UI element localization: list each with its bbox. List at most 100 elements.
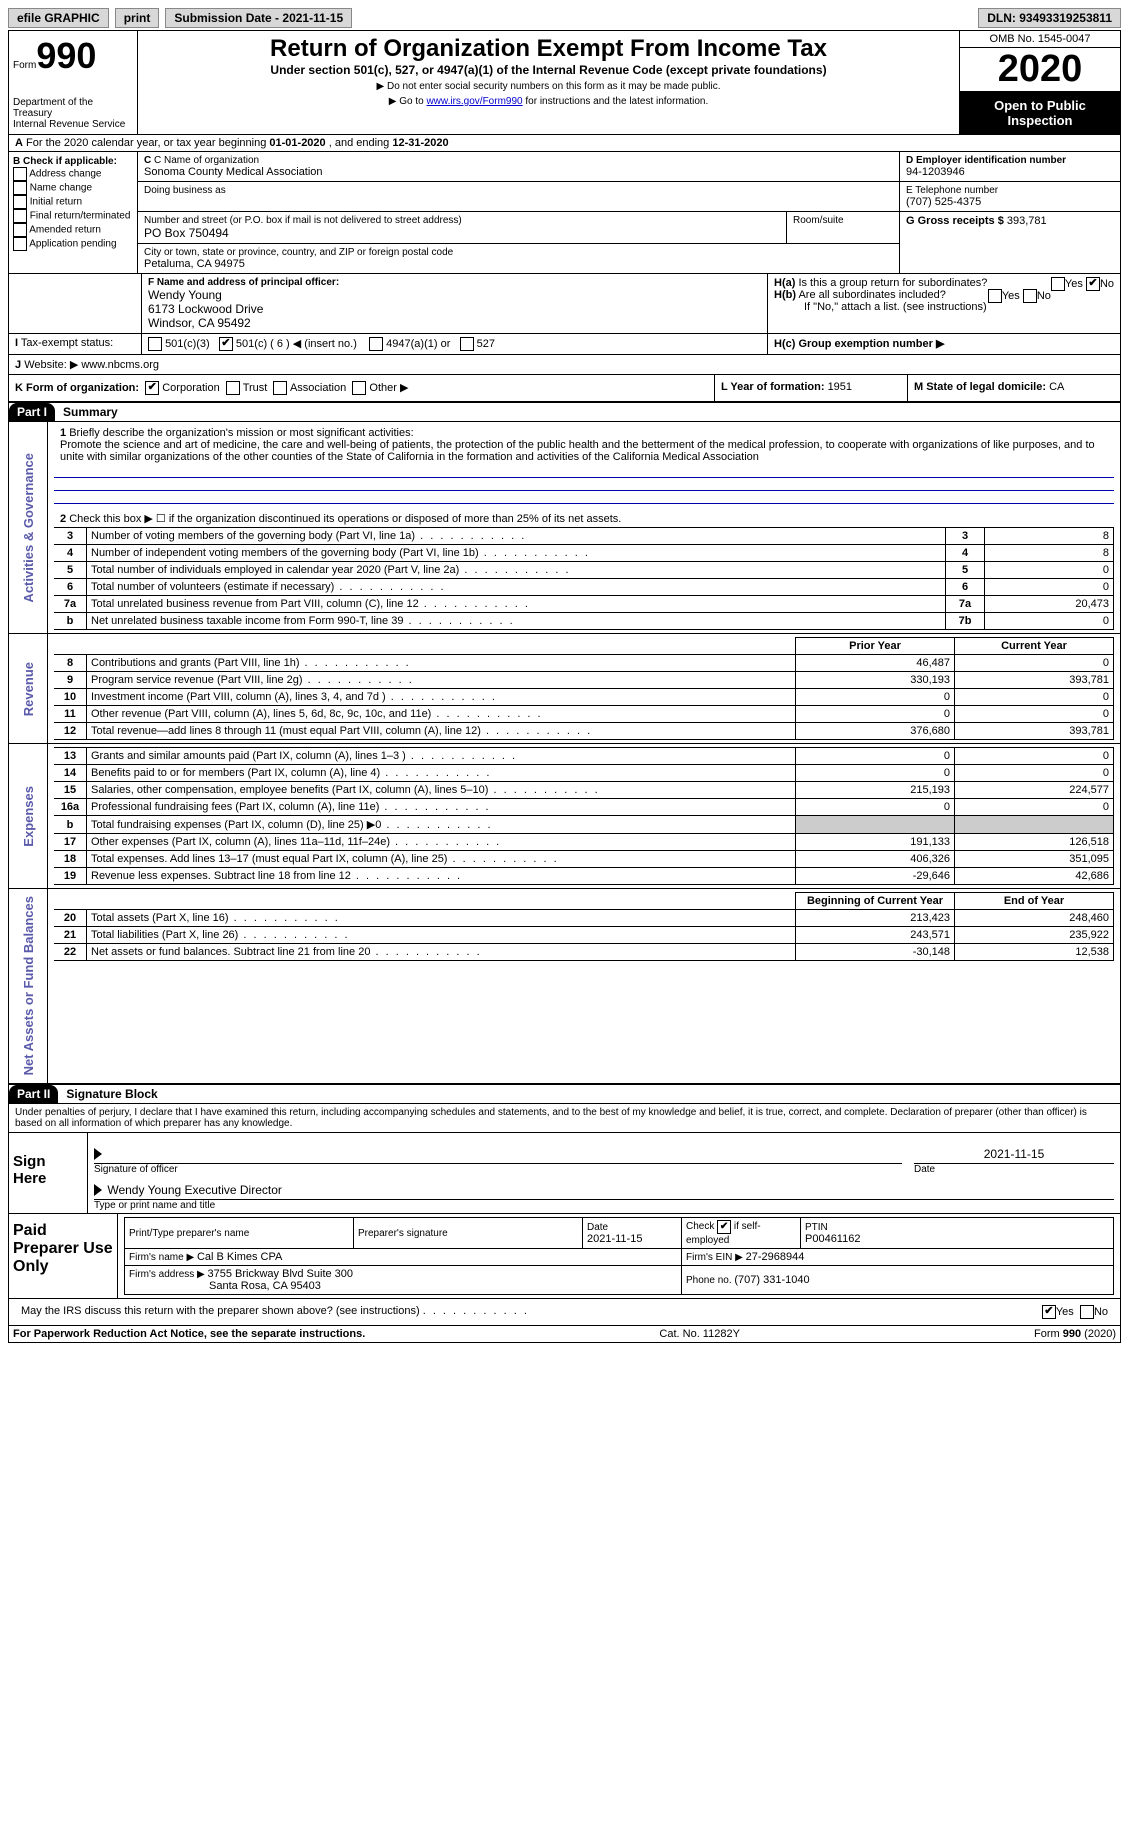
firm-ein: 27-2968944 <box>746 1251 805 1263</box>
box-b-option: Address change <box>13 167 133 181</box>
top-controls: efile GRAPHIC print Submission Date - 20… <box>8 8 1121 28</box>
state-domicile: CA <box>1049 381 1064 393</box>
table-row: 5Total number of individuals employed in… <box>54 562 1114 579</box>
officer-addr2: Windsor, CA 95492 <box>148 316 761 330</box>
table-row: 21Total liabilities (Part X, line 26)243… <box>54 927 1114 944</box>
part2-title: Signature Block <box>58 1085 165 1103</box>
form-label: Form <box>13 60 36 71</box>
identification-block: B Check if applicable: Address change Na… <box>9 152 1120 274</box>
table-row: 18Total expenses. Add lines 13–17 (must … <box>54 851 1114 868</box>
table-row: 7aTotal unrelated business revenue from … <box>54 596 1114 613</box>
sign-here-label: Sign Here <box>9 1133 88 1213</box>
officer-printed-name: Wendy Young Executive Director <box>107 1183 282 1197</box>
table-header-row: Prior YearCurrent Year <box>54 638 1114 655</box>
dln: DLN: 93493319253811 <box>978 8 1121 28</box>
table-header-row: Beginning of Current YearEnd of Year <box>54 893 1114 910</box>
side-label-ag: Activities & Governance <box>19 449 38 607</box>
form-number: 990 <box>36 35 96 76</box>
ptin-value: P00461162 <box>805 1233 860 1245</box>
table-row: 3Number of voting members of the governi… <box>54 528 1114 545</box>
table-row: 12Total revenue—add lines 8 through 11 (… <box>54 723 1114 740</box>
omb-number: OMB No. 1545-0047 <box>960 31 1120 48</box>
org-address: PO Box 750494 <box>144 226 780 240</box>
form-header: Form990 Department of the Treasury Inter… <box>9 31 1120 135</box>
row-i: I Tax-exempt status: 501(c)(3) 501(c) ( … <box>9 334 1120 355</box>
box-b-option: Final return/terminated <box>13 209 133 223</box>
preparer-date: 2021-11-15 <box>587 1233 642 1245</box>
table-row: 19Revenue less expenses. Subtract line 1… <box>54 868 1114 885</box>
firm-name: Cal B Kimes CPA <box>197 1251 282 1263</box>
part2-header: Part II Signature Block <box>9 1084 1120 1104</box>
firm-phone: (707) 331-1040 <box>734 1274 809 1286</box>
table-row: 6Total number of volunteers (estimate if… <box>54 579 1114 596</box>
mission-label: Briefly describe the organization's miss… <box>69 427 413 439</box>
table-row: bTotal fundraising expenses (Part IX, co… <box>54 816 1114 834</box>
table-row: 13Grants and similar amounts paid (Part … <box>54 748 1114 765</box>
signature-block: Sign Here Signature of officer 2021-11-1… <box>9 1132 1120 1213</box>
table-row: 14Benefits paid to or for members (Part … <box>54 765 1114 782</box>
netassets-table: Beginning of Current YearEnd of Year20To… <box>54 892 1114 961</box>
row-klm: K Form of organization: Corporation Trus… <box>9 375 1120 402</box>
sig-officer-label: Signature of officer <box>94 1164 902 1175</box>
expenses-section: Expenses 13Grants and similar amounts pa… <box>9 743 1120 888</box>
ein-value: 94-1203946 <box>906 166 1114 178</box>
box-b: B Check if applicable: Address change Na… <box>9 152 138 273</box>
table-row: 17Other expenses (Part IX, column (A), l… <box>54 834 1114 851</box>
form-container: Form990 Department of the Treasury Inter… <box>8 30 1121 1343</box>
addr-label: Number and street (or P.O. box if mail i… <box>144 215 780 226</box>
h-c-label: H(c) Group exemption number ▶ <box>774 338 944 350</box>
tax-year: 2020 <box>960 48 1120 92</box>
box-b-option: Name change <box>13 181 133 195</box>
officer-name: Wendy Young <box>148 288 761 302</box>
org-name: Sonoma County Medical Association <box>144 166 893 178</box>
pra-notice: For Paperwork Reduction Act Notice, see … <box>13 1328 365 1340</box>
ssn-warning: Do not enter social security numbers on … <box>146 81 951 92</box>
table-row: bNet unrelated business taxable income f… <box>54 613 1114 630</box>
h-note: If "No," attach a list. (see instruction… <box>774 301 1114 313</box>
instructions-link[interactable]: www.irs.gov/Form990 <box>426 96 522 107</box>
dba-label: Doing business as <box>144 185 893 196</box>
expenses-table: 13Grants and similar amounts paid (Part … <box>54 747 1114 885</box>
table-row: 8Contributions and grants (Part VIII, li… <box>54 655 1114 672</box>
print-button[interactable]: print <box>115 8 160 28</box>
box-b-option: Amended return <box>13 223 133 237</box>
form-title: Return of Organization Exempt From Incom… <box>146 35 951 63</box>
date-label: Date <box>914 1164 1114 1175</box>
table-row: 10Investment income (Part VIII, column (… <box>54 689 1114 706</box>
firm-addr2: Santa Rosa, CA 95403 <box>129 1280 321 1292</box>
table-row: 20Total assets (Part X, line 16)213,4232… <box>54 910 1114 927</box>
revenue-table: Prior YearCurrent Year8Contributions and… <box>54 637 1114 740</box>
dept-irs: Internal Revenue Service <box>13 119 133 130</box>
gross-value: 393,781 <box>1007 215 1047 227</box>
part1-badge: Part I <box>9 403 55 421</box>
netassets-section: Net Assets or Fund Balances Beginning of… <box>9 888 1120 1083</box>
side-label-exp: Expenses <box>19 782 38 851</box>
phone-value: (707) 525-4375 <box>906 196 1114 208</box>
paid-preparer-block: Paid Preparer Use Only Print/Type prepar… <box>9 1213 1120 1298</box>
phone-label: E Telephone number <box>906 185 1114 196</box>
box-b-option: Initial return <box>13 195 133 209</box>
cat-no: Cat. No. 11282Y <box>659 1328 740 1340</box>
side-label-rev: Revenue <box>19 658 38 720</box>
row-j: J Website: ▶ www.nbcms.org <box>9 355 1120 375</box>
box-deg: D Employer identification number 94-1203… <box>899 152 1120 273</box>
dept-treasury: Department of the Treasury <box>13 97 133 119</box>
ag-table: 3Number of voting members of the governi… <box>54 527 1114 630</box>
perjury-statement: Under penalties of perjury, I declare th… <box>9 1104 1120 1132</box>
period-row: A For the 2020 calendar year, or tax yea… <box>9 135 1120 152</box>
city-label: City or town, state or province, country… <box>144 247 893 258</box>
instructions-link-row: ▶ Go to www.irs.gov/Form990 for instruct… <box>146 96 951 107</box>
website: www.nbcms.org <box>81 359 159 371</box>
sig-date: 2021-11-15 <box>914 1147 1114 1161</box>
table-row: 22Net assets or fund balances. Subtract … <box>54 944 1114 961</box>
mission-text: Promote the science and art of medicine,… <box>60 439 1095 463</box>
table-row: 11Other revenue (Part VIII, column (A), … <box>54 706 1114 723</box>
form-footer-id: Form 990 (2020) <box>1034 1328 1116 1340</box>
part1-title: Summary <box>55 403 126 421</box>
part2-badge: Part II <box>9 1085 58 1103</box>
ein-label: D Employer identification number <box>906 155 1066 166</box>
line2-text: Check this box ▶ ☐ if the organization d… <box>69 513 621 525</box>
org-city: Petaluma, CA 94975 <box>144 258 893 270</box>
officer-group-block: F Name and address of principal officer:… <box>9 274 1120 334</box>
officer-addr1: 6173 Lockwood Drive <box>148 302 761 316</box>
